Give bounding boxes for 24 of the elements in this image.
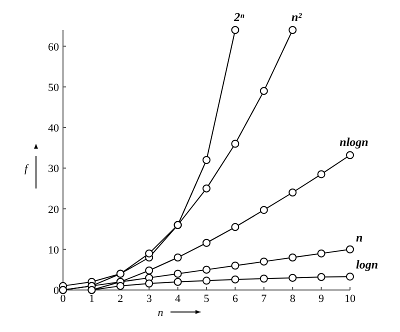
x-tick-label: 2 [118,293,124,305]
x-tick-label: 6 [232,293,238,305]
x-tick-label: 7 [261,293,268,305]
series-label: logn [356,258,378,272]
x-tick-label: 4 [175,293,182,305]
y-tick-label: 50 [48,82,60,94]
y-tick-label: 10 [48,244,60,256]
x-tick-label: 8 [290,293,296,305]
x-tick-label: 1 [88,293,94,305]
x-tick-label: 3 [146,293,152,305]
x-tick-label: 9 [318,293,325,305]
series-label: n² [291,10,302,24]
y-tick-label: 40 [48,122,60,134]
series-label: nlogn [340,135,369,150]
y-tick-label: 20 [48,204,60,216]
series-label: n [356,230,363,244]
x-axis-title: n [158,307,164,319]
x-tick-label: 5 [204,293,210,305]
y-tick-label: 30 [48,163,60,176]
y-tick-label: 60 [48,41,60,54]
series-label: 2ⁿ [233,10,246,24]
y-tick-label: 0 [54,285,60,297]
y-axis-title: f [24,163,30,176]
x-tick-label: 10 [344,293,356,305]
